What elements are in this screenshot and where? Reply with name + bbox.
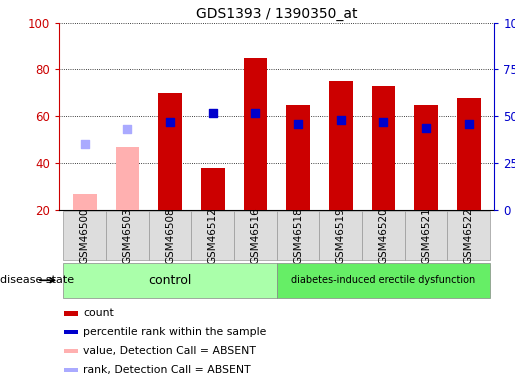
Text: GSM46516: GSM46516	[250, 207, 261, 264]
Text: count: count	[83, 309, 114, 318]
Bar	[116, 147, 139, 210]
Bar	[286, 105, 310, 210]
Point	[209, 110, 217, 116]
Bar	[63, 311, 78, 316]
Text: control: control	[148, 274, 192, 287]
Bar	[63, 330, 78, 334]
Point	[124, 126, 132, 132]
Text: disease state: disease state	[0, 275, 74, 285]
Text: GSM46519: GSM46519	[336, 207, 346, 264]
Bar	[244, 58, 267, 210]
FancyBboxPatch shape	[149, 210, 192, 260]
FancyBboxPatch shape	[319, 210, 362, 260]
FancyBboxPatch shape	[192, 210, 234, 260]
Title: GDS1393 / 1390350_at: GDS1393 / 1390350_at	[196, 8, 357, 21]
FancyBboxPatch shape	[106, 210, 149, 260]
FancyBboxPatch shape	[234, 210, 277, 260]
Text: rank, Detection Call = ABSENT: rank, Detection Call = ABSENT	[83, 365, 251, 375]
FancyBboxPatch shape	[448, 210, 490, 260]
Point	[81, 141, 89, 147]
Bar	[159, 93, 182, 210]
Text: GSM46518: GSM46518	[293, 207, 303, 264]
Text: GSM46520: GSM46520	[379, 207, 388, 264]
Bar	[372, 86, 395, 210]
Text: percentile rank within the sample: percentile rank within the sample	[83, 327, 267, 337]
Text: GSM46500: GSM46500	[80, 207, 90, 264]
Bar	[73, 194, 96, 210]
Bar	[415, 105, 438, 210]
Text: GSM46503: GSM46503	[123, 207, 132, 264]
Point	[166, 119, 174, 125]
Bar	[457, 98, 480, 210]
FancyBboxPatch shape	[63, 210, 106, 260]
Text: value, Detection Call = ABSENT: value, Detection Call = ABSENT	[83, 346, 256, 356]
Text: GSM46512: GSM46512	[208, 207, 218, 264]
FancyBboxPatch shape	[405, 210, 448, 260]
Point	[422, 124, 430, 130]
Text: GSM46521: GSM46521	[421, 207, 431, 264]
Bar	[329, 81, 353, 210]
Text: GSM46522: GSM46522	[464, 207, 474, 264]
Point	[294, 121, 302, 127]
Point	[465, 121, 473, 127]
FancyBboxPatch shape	[277, 210, 319, 260]
Point	[380, 119, 388, 125]
FancyBboxPatch shape	[277, 262, 490, 298]
Bar	[63, 349, 78, 353]
Bar	[63, 368, 78, 372]
Text: diabetes-induced erectile dysfunction: diabetes-induced erectile dysfunction	[291, 275, 475, 285]
Text: GSM46508: GSM46508	[165, 207, 175, 264]
Bar	[201, 168, 225, 210]
FancyBboxPatch shape	[362, 210, 405, 260]
Point	[251, 110, 260, 116]
Point	[337, 117, 345, 123]
FancyBboxPatch shape	[63, 262, 277, 298]
